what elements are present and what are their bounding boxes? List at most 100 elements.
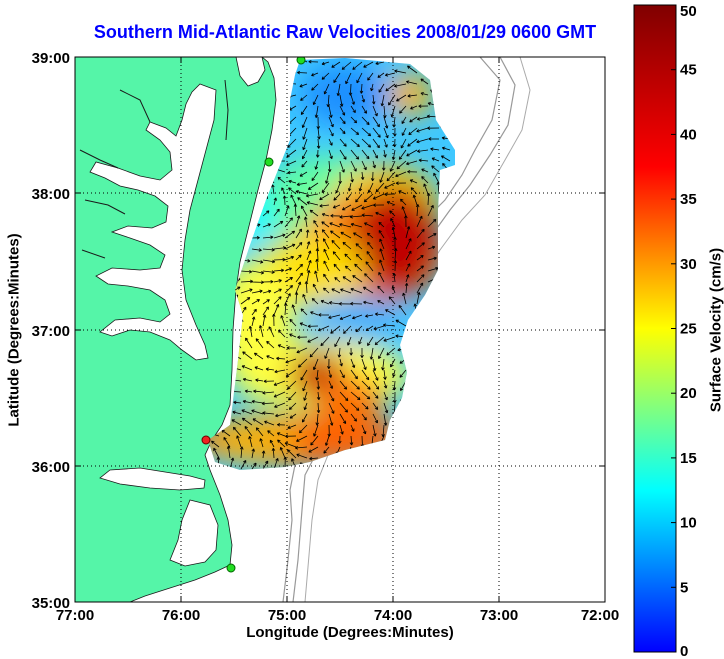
velocity-arrow <box>365 314 374 318</box>
velocity-arrow <box>418 158 429 163</box>
velocity-arrow <box>240 460 247 470</box>
velocity-arrow <box>262 411 275 415</box>
velocity-arrow <box>350 424 355 432</box>
velocity-arrow <box>255 427 264 437</box>
velocity-arrow <box>315 413 320 426</box>
colorbar-tick-label: 0 <box>680 643 688 659</box>
velocity-arrow <box>363 222 374 228</box>
velocity-arrow <box>291 304 297 316</box>
velocity-arrow <box>332 251 341 261</box>
velocity-arrow <box>350 301 363 306</box>
x-tick-label: 73:00 <box>480 607 518 624</box>
velocity-arrow <box>334 336 341 348</box>
velocity-arrow <box>280 315 286 327</box>
station-marker <box>226 563 236 573</box>
velocity-arrow <box>273 220 284 228</box>
velocity-arrow <box>428 137 440 141</box>
velocity-arrow <box>241 417 253 426</box>
velocity-arrow <box>273 257 286 262</box>
velocity-arrow <box>317 127 321 140</box>
velocity-arrow <box>239 446 244 459</box>
velocity-arrow <box>319 193 330 201</box>
velocity-arrow <box>300 94 308 101</box>
velocity-arrow <box>302 413 308 423</box>
velocity-arrow <box>236 435 242 448</box>
velocity-arrow <box>271 447 276 459</box>
velocity-arrow <box>309 347 319 358</box>
velocity-arrow <box>415 204 420 217</box>
potomac-river <box>79 79 229 259</box>
velocity-arrow <box>320 299 330 305</box>
velocity-arrow <box>273 208 280 217</box>
colorbar-label: Surface Velocity (cm/s) <box>707 247 724 413</box>
velocity-arrow <box>226 445 231 459</box>
velocity-arrow <box>350 105 356 114</box>
velocity-arrow <box>295 263 303 272</box>
velocity-arrow <box>307 182 319 190</box>
velocity-arrow <box>361 127 372 137</box>
x-tick-label: 74:00 <box>374 607 412 624</box>
velocity-arrow <box>416 282 424 294</box>
velocity-arrow <box>262 299 270 305</box>
velocity-arrow <box>360 348 364 358</box>
velocity-arrow <box>399 105 407 114</box>
velocity-arrow <box>273 288 282 294</box>
velocity-arrow <box>388 296 396 305</box>
velocity-arrow <box>402 292 407 305</box>
velocity-arrow <box>339 380 348 390</box>
velocity-arrow <box>344 265 352 272</box>
velocity-arrow <box>370 171 375 182</box>
velocity-arrow <box>223 436 231 448</box>
velocity-arrow <box>350 222 363 228</box>
velocity-arrow <box>304 281 309 294</box>
velocity-arrow <box>386 201 396 206</box>
velocity-arrow <box>274 369 286 374</box>
velocity-arrow <box>295 281 302 294</box>
velocity-arrow <box>372 358 377 372</box>
velocity-arrow <box>273 197 277 206</box>
velocity-arrow <box>364 273 374 283</box>
velocity-arrow <box>288 391 297 401</box>
velocity-arrow <box>367 72 374 81</box>
velocity-arrow <box>328 138 333 146</box>
velocity-arrow <box>372 424 377 437</box>
velocity-arrow <box>416 138 429 144</box>
velocity-arrow <box>289 333 297 338</box>
velocity-arrow <box>361 138 372 148</box>
velocity-arrow <box>319 204 330 208</box>
velocity-arrow <box>294 291 299 305</box>
velocity-arrow <box>351 314 363 320</box>
velocity-arrow <box>299 83 308 88</box>
velocity-arrow <box>440 155 451 162</box>
velocity-arrow <box>361 380 371 390</box>
velocity-arrow <box>299 171 308 177</box>
velocity-arrow <box>297 70 308 75</box>
velocity-arrow <box>262 280 274 284</box>
velocity-arrow <box>334 277 341 283</box>
velocity-arrow <box>253 389 264 394</box>
velocity-arrow <box>240 288 253 294</box>
velocity-arrow <box>251 289 263 294</box>
velocity-arrow <box>326 94 331 108</box>
velocity-arrow <box>289 318 297 327</box>
velocity-arrow <box>399 369 407 378</box>
velocity-arrow <box>329 222 341 228</box>
velocity-arrow <box>339 105 346 116</box>
velocity-arrow <box>354 263 363 272</box>
velocity-arrow <box>284 442 297 448</box>
velocity-arrow <box>382 160 386 171</box>
velocity-arrow <box>339 424 344 435</box>
velocity-arrow <box>372 391 379 399</box>
velocity-arrow <box>404 282 409 294</box>
velocity-arrow <box>390 217 396 228</box>
velocity-arrow <box>262 289 272 294</box>
station-marker <box>264 157 274 167</box>
x-tick-label: 72:00 <box>581 607 619 624</box>
velocity-arrow <box>261 401 275 406</box>
velocity-arrow <box>287 424 297 429</box>
velocity-arrow <box>333 193 341 201</box>
velocity-arrow <box>349 435 354 446</box>
velocity-arrow <box>294 445 308 450</box>
velocity-arrow <box>350 94 355 105</box>
velocity-arrow <box>406 149 418 157</box>
